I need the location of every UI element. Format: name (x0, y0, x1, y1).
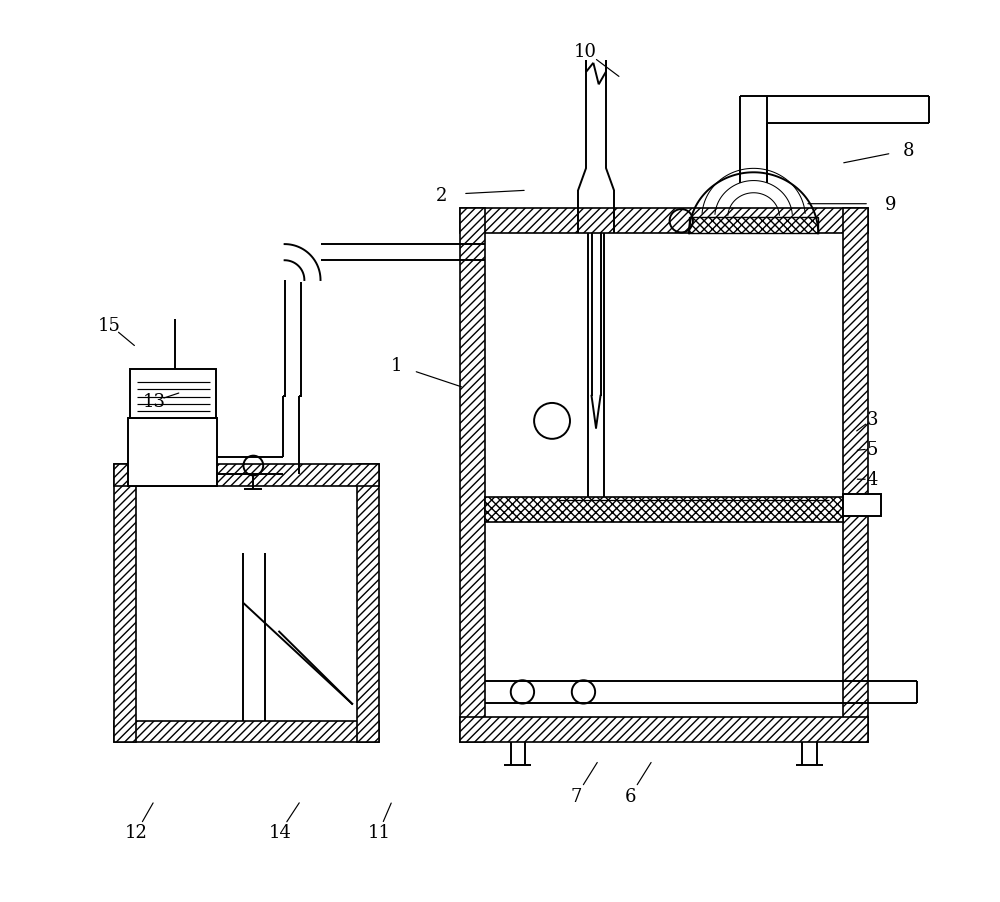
Bar (357, 465, 379, 742)
Text: 1: 1 (391, 357, 403, 375)
Bar (460, 209, 868, 234)
Bar (843, 494, 881, 517)
Bar (130, 370, 216, 419)
Text: 6: 6 (624, 787, 636, 805)
Text: 4: 4 (867, 471, 878, 489)
Text: 10: 10 (574, 43, 597, 61)
Bar (136, 486, 357, 721)
Bar (460, 717, 868, 742)
Text: 11: 11 (367, 823, 390, 841)
Text: 2: 2 (436, 187, 447, 205)
Bar (843, 209, 868, 742)
Bar (114, 465, 379, 486)
Bar (114, 721, 379, 742)
Bar (460, 209, 485, 742)
Bar (114, 465, 136, 742)
Text: 8: 8 (903, 142, 914, 160)
Text: 5: 5 (867, 440, 878, 458)
Bar (128, 419, 217, 486)
Text: 12: 12 (125, 823, 148, 841)
Text: 7: 7 (571, 787, 582, 805)
Bar (689, 218, 818, 234)
Text: 3: 3 (867, 410, 878, 428)
Bar (485, 234, 843, 717)
Bar (485, 498, 843, 523)
Text: 13: 13 (143, 392, 166, 410)
Text: 14: 14 (269, 823, 292, 841)
Text: 15: 15 (98, 317, 121, 335)
Text: 9: 9 (885, 196, 896, 214)
